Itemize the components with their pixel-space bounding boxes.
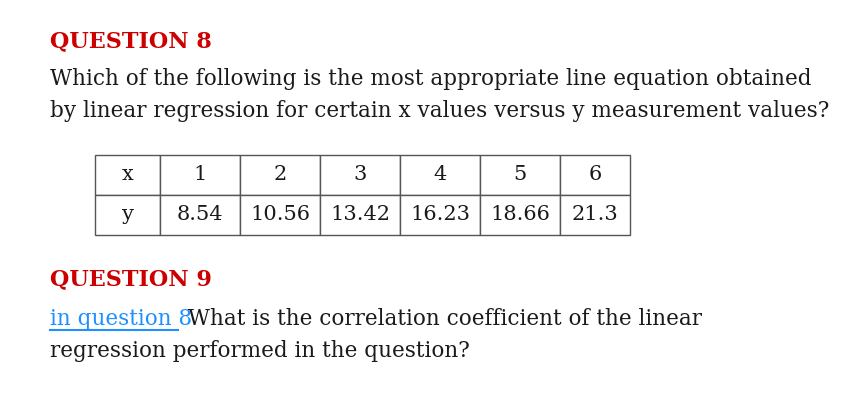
Text: in question 8: in question 8	[50, 308, 192, 330]
Text: y: y	[122, 206, 134, 224]
Bar	[480, 195, 560, 235]
Bar	[560, 195, 630, 235]
Text: 4: 4	[434, 166, 447, 185]
Text: 2: 2	[273, 166, 287, 185]
Text: 21.3: 21.3	[572, 206, 619, 224]
Bar	[320, 155, 400, 195]
Bar	[160, 195, 240, 235]
Text: regression performed in the question?: regression performed in the question?	[50, 340, 470, 362]
Text: x: x	[122, 166, 133, 185]
Text: 6: 6	[588, 166, 601, 185]
Bar	[400, 195, 480, 235]
Bar	[320, 195, 400, 235]
Text: 5: 5	[513, 166, 527, 185]
Bar	[400, 155, 480, 195]
Text: 13.42: 13.42	[330, 206, 390, 224]
Bar	[480, 155, 560, 195]
Text: 16.23: 16.23	[410, 206, 470, 224]
Bar	[95, 195, 160, 235]
Text: by linear regression for certain x values versus y measurement values?: by linear regression for certain x value…	[50, 100, 829, 122]
Text: 8.54: 8.54	[177, 206, 223, 224]
Bar	[95, 155, 160, 195]
Bar	[240, 155, 320, 195]
Text: QUESTION 9: QUESTION 9	[50, 268, 212, 290]
Text: Which of the following is the most appropriate line equation obtained: Which of the following is the most appro…	[50, 68, 811, 90]
Bar	[560, 155, 630, 195]
Bar	[240, 195, 320, 235]
Text: 1: 1	[194, 166, 206, 185]
Text: 18.66: 18.66	[490, 206, 550, 224]
Text: What is the correlation coefficient of the linear: What is the correlation coefficient of t…	[181, 308, 702, 330]
Text: QUESTION 8: QUESTION 8	[50, 30, 212, 52]
Text: 3: 3	[353, 166, 366, 185]
Bar	[160, 155, 240, 195]
Text: 10.56: 10.56	[250, 206, 310, 224]
